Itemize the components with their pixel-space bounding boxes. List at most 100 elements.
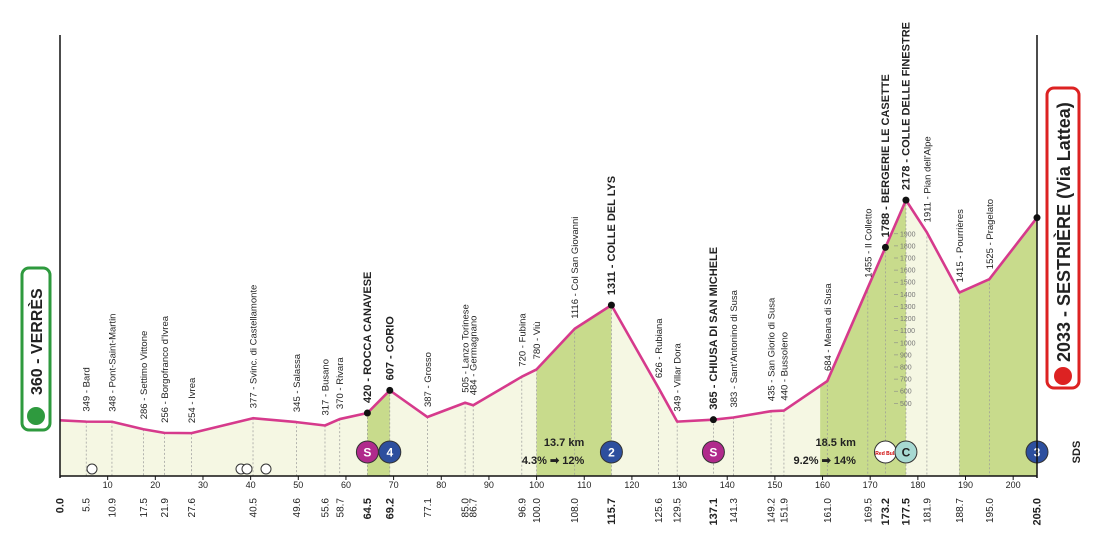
km-label: 86.7 [469, 498, 480, 518]
waypoint-label: 780 - Viù [532, 322, 543, 360]
x-tick-label: 40 [246, 480, 256, 490]
start-icon [27, 407, 45, 425]
waypoint-label: 626 - Rubiana [654, 318, 665, 378]
marker [599, 440, 623, 464]
km-label: 58.7 [335, 498, 346, 518]
waypoint-label: 1788 - BERGERIE LE CASETTE [880, 74, 892, 237]
waypoint-label: 684 - Meana di Susa [823, 283, 834, 371]
x-tick-label: 130 [672, 480, 687, 490]
waypoint-dot [902, 196, 910, 204]
marker [701, 440, 725, 464]
finish-label: 2033 - SESTRIÈRE (Via Lattea) [1053, 102, 1074, 362]
x-tick-label: 100 [529, 480, 544, 490]
x-tick-label: 170 [863, 480, 878, 490]
climb-length: 13.7 km [544, 437, 585, 449]
waypoint-label: 349 - Bard [82, 367, 93, 411]
marker-label: Red Bull [875, 451, 896, 457]
km-label: 0.0 [55, 498, 67, 513]
x-tick-label: 70 [389, 480, 399, 490]
marker-label: S [709, 446, 717, 460]
waypoint-label: 365 - CHIUSA DI SAN MICHELE [708, 247, 720, 410]
km-label: 137.1 [708, 498, 720, 526]
km-label: 181.9 [922, 498, 933, 523]
x-tick-label: 190 [958, 480, 973, 490]
waypoint-dot [607, 301, 615, 309]
waypoint-dot [881, 243, 889, 251]
waypoint-label: 387 - Grosso [423, 352, 434, 407]
marker-label: 2 [608, 446, 615, 460]
marker [894, 440, 918, 464]
waypoint-dot [363, 409, 371, 417]
km-label: 151.9 [779, 498, 790, 523]
x-tick-label: 120 [624, 480, 639, 490]
km-label: 5.5 [82, 498, 93, 512]
km-label: 141.3 [729, 498, 740, 523]
y-tick-label: 1600 [900, 268, 916, 275]
km-label: 125.6 [654, 498, 665, 523]
x-tick-label: 150 [767, 480, 782, 490]
waypoint-label: 440 - Bussoleno [779, 332, 790, 401]
km-label: 17.5 [139, 498, 150, 518]
km-label: 27.6 [187, 498, 198, 518]
waypoint-label: 420 - ROCCA CANAVESE [362, 272, 374, 403]
waypoint-label: 435 - San Giorio di Susa [767, 297, 778, 401]
waypoint-label: 1911 - Pian dell'Alpe [922, 136, 933, 222]
km-label: 21.9 [160, 498, 171, 518]
y-tick-label: 1500 [900, 280, 916, 287]
x-tick-label: 200 [1006, 480, 1021, 490]
profile-area [60, 200, 1037, 476]
km-label: 96.9 [517, 498, 528, 518]
x-tick-label: 180 [910, 480, 925, 490]
climb-area [959, 200, 1037, 476]
profile-line [59, 198, 1039, 435]
y-tick-label: 1400 [900, 292, 916, 299]
y-tick-label: 1900 [900, 231, 916, 238]
icon [260, 463, 272, 475]
km-label: 108.0 [570, 498, 581, 523]
climb-length: 18.5 km [816, 437, 857, 449]
road-icons [86, 463, 272, 475]
km-label: 149.2 [767, 498, 778, 523]
km-label: 64.5 [362, 498, 374, 519]
y-tick-label: 800 [900, 365, 912, 372]
km-label: 205.0 [1032, 498, 1044, 526]
y-tick-label: 1300 [900, 304, 916, 311]
km-label: 40.5 [249, 498, 260, 518]
y-tick-label: 1000 [900, 340, 916, 347]
y-tick-label: 1200 [900, 316, 916, 323]
marker [378, 440, 402, 464]
x-tick-label: 20 [150, 480, 160, 490]
km-label: 173.2 [880, 498, 892, 526]
km-label: 169.5 [863, 498, 874, 523]
waypoint-label: 370 - Rivara [335, 357, 346, 409]
waypoint-label: 377 - Svinc. di Castellamonte [249, 285, 260, 409]
x-tick-label: 160 [815, 480, 830, 490]
km-label: 69.2 [384, 498, 396, 519]
waypoint-label: 286 - Settimo Vittone [139, 331, 150, 420]
km-label: 55.6 [320, 498, 331, 518]
waypoint-label: 2178 - COLLE DELLE FINESTRE [900, 22, 912, 190]
sponsor: SDS [1071, 441, 1083, 464]
waypoint-label: 1311 - COLLE DEL LYS [606, 176, 618, 295]
marker-label: S [363, 446, 371, 460]
y-tick-label: 1700 [900, 256, 916, 263]
x-tick-label: 30 [198, 480, 208, 490]
km-label: 10.9 [107, 498, 118, 518]
climb-gradient: 4.3% ➡ 12% [522, 455, 585, 467]
km-label: 129.5 [673, 498, 684, 523]
waypoint-label: 345 - Salassa [292, 353, 303, 412]
icon [86, 463, 98, 475]
climb-gradient: 9.2% ➡ 14% [793, 455, 856, 467]
start-label: 360 - VERRÈS [27, 288, 46, 395]
x-tick-label: 110 [577, 480, 591, 490]
km-label: 77.1 [423, 498, 434, 518]
marker-label: 4 [386, 446, 393, 460]
km-label: 100.0 [532, 498, 543, 523]
km-label: 49.6 [292, 498, 303, 518]
waypoint-label: 1525 - Pragelato [985, 199, 996, 269]
waypoint-label: 1455 - Il Colletto [863, 208, 874, 277]
waypoint-label: 349 - Villar Dora [673, 342, 684, 411]
x-tick-label: 50 [293, 480, 303, 490]
waypoint-label: 720 - Fubina [517, 313, 528, 367]
